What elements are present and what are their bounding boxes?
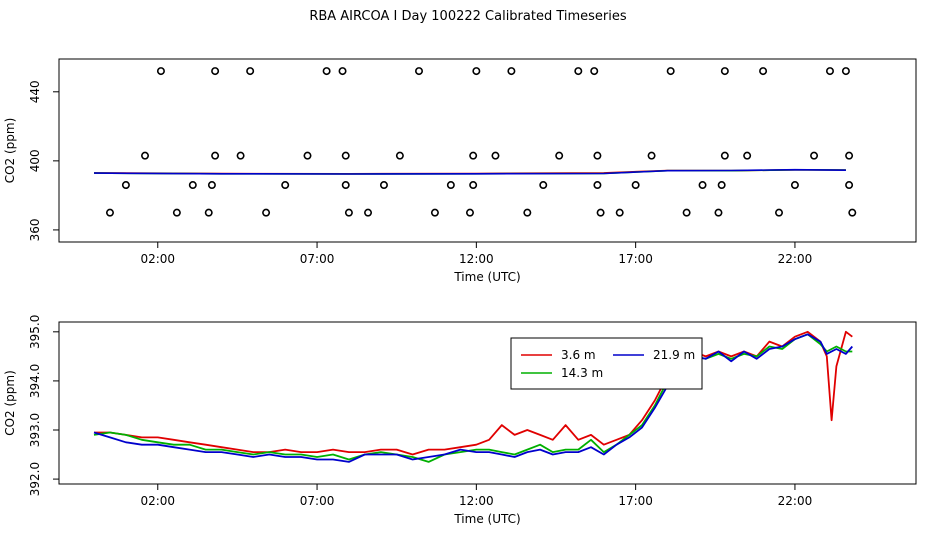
figure-title: RBA AIRCOA I Day 100222 Calibrated Times… xyxy=(309,9,627,24)
marker-point xyxy=(364,208,373,217)
marker-point xyxy=(790,181,799,190)
marker-point xyxy=(523,208,532,217)
x-axis-title: Time (UTC) xyxy=(453,512,520,526)
x-tick-label: 07:00 xyxy=(300,252,335,266)
marker-point xyxy=(555,151,564,160)
marker-point xyxy=(379,181,388,190)
marker-point xyxy=(121,181,130,190)
y-tick-label: 400 xyxy=(28,149,42,172)
marker-point xyxy=(211,67,220,76)
marker-point xyxy=(207,181,216,190)
panel-upper: 02:00 07:00 12:00 17:00 22:00 360 400 440 Time (… xyxy=(3,58,917,284)
marker-point xyxy=(344,208,353,217)
x-tick-label: 22:00 xyxy=(778,494,813,508)
x-tick-label: 12:00 xyxy=(459,252,494,266)
marker-point xyxy=(472,67,481,76)
marker-point xyxy=(172,208,181,217)
marker-point xyxy=(236,151,245,160)
marker-point xyxy=(825,67,834,76)
marker-point xyxy=(698,181,707,190)
marker-point xyxy=(574,67,583,76)
series-line-14-3-m xyxy=(93,333,853,463)
marker-point xyxy=(596,208,605,217)
plot-frame xyxy=(58,321,917,485)
x-tick-label: 07:00 xyxy=(300,494,335,508)
x-tick-label: 17:00 xyxy=(618,252,653,266)
marker-point xyxy=(593,151,602,160)
marker-point xyxy=(246,67,255,76)
legend-label: 21.9 m xyxy=(653,348,695,362)
marker-point xyxy=(845,181,854,190)
marker-point xyxy=(338,67,347,76)
marker-point xyxy=(593,181,602,190)
marker-point xyxy=(720,151,729,160)
y-tick-label: 395.0 xyxy=(28,315,42,349)
marker-point xyxy=(717,181,726,190)
marker-point xyxy=(682,208,691,217)
legend-box xyxy=(510,337,703,390)
marker-point xyxy=(469,181,478,190)
marker-point xyxy=(507,67,516,76)
marker-point xyxy=(810,151,819,160)
marker-point xyxy=(845,151,854,160)
plot-frame xyxy=(58,58,917,243)
marker-point xyxy=(465,208,474,217)
marker-point xyxy=(204,208,213,217)
marker-point xyxy=(303,151,312,160)
marker-point xyxy=(743,151,752,160)
x-tick-label: 17:00 xyxy=(618,494,653,508)
series-line-3-6-m xyxy=(94,330,853,456)
marker-point xyxy=(647,151,656,160)
marker-point xyxy=(156,67,165,76)
marker-point xyxy=(720,67,729,76)
x-axis-title: Time (UTC) xyxy=(453,270,520,284)
marker-point xyxy=(415,67,424,76)
y-tick-label: 392.0 xyxy=(28,462,42,496)
marker-point xyxy=(631,181,640,190)
marker-point xyxy=(714,208,723,217)
plot-area-upper xyxy=(93,67,857,217)
marker-point xyxy=(430,208,439,217)
y-axis-title: CO2 (ppm) xyxy=(3,118,17,184)
marker-point xyxy=(759,67,768,76)
marker-point xyxy=(590,67,599,76)
marker-point xyxy=(841,67,850,76)
legend-label: 14.3 m xyxy=(561,366,603,380)
y-tick-label: 394.0 xyxy=(28,364,42,398)
marker-point xyxy=(469,151,478,160)
marker-point xyxy=(666,67,675,76)
y-tick-label: 440 xyxy=(28,80,42,103)
marker-point xyxy=(141,151,150,160)
marker-point xyxy=(211,151,220,160)
series-line-21-9-m xyxy=(93,168,846,175)
marker-point xyxy=(262,208,271,217)
marker-point xyxy=(281,181,290,190)
x-tick-label: 02:00 xyxy=(140,252,175,266)
panel-lower: 02:00 07:00 12:00 17:00 22:00 392.0 393.0 394.0… xyxy=(3,315,917,526)
marker-point xyxy=(848,208,857,217)
marker-point xyxy=(105,208,114,217)
marker-point xyxy=(341,151,350,160)
marker-point xyxy=(446,181,455,190)
marker-point xyxy=(395,151,404,160)
y-tick-label: 360 xyxy=(28,218,42,241)
series-line-21-9-m xyxy=(93,333,853,463)
marker-point xyxy=(341,181,350,190)
marker-point xyxy=(491,151,500,160)
y-tick-label: 393.0 xyxy=(28,413,42,447)
marker-point xyxy=(615,208,624,217)
marker-point xyxy=(539,181,548,190)
legend: 3.6 m 14.3 m 21.9 m xyxy=(510,337,703,390)
y-axis-title: CO2 (ppm) xyxy=(3,370,17,436)
marker-point xyxy=(775,208,784,217)
marker-point xyxy=(322,67,331,76)
x-tick-label: 02:00 xyxy=(140,494,175,508)
plot-area-lower xyxy=(93,330,853,463)
marker-point xyxy=(188,181,197,190)
legend-label: 3.6 m xyxy=(561,348,596,362)
x-tick-label: 12:00 xyxy=(459,494,494,508)
x-tick-label: 22:00 xyxy=(778,252,813,266)
